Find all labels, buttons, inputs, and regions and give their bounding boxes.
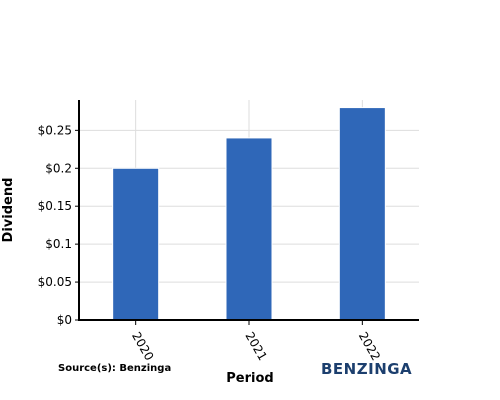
x-tick-label: 2022 (356, 330, 383, 363)
y-tick-label: $0.15 (38, 199, 72, 213)
x-axis-title: Period (226, 371, 273, 386)
x-axis-ticks: 2020 2021 2022 (129, 320, 383, 363)
y-tick-label: $0.2 (45, 161, 72, 175)
y-tick-label: $0.1 (45, 237, 72, 251)
bars (112, 107, 386, 321)
x-tick-label: 2020 (129, 330, 156, 363)
y-tick-label: $0.25 (38, 123, 72, 137)
x-tick-label: 2021 (242, 330, 269, 363)
bar-2022 (338, 107, 386, 321)
bar-2021 (225, 137, 273, 321)
y-axis-ticks: $0 $0.05 $0.1 $0.15 $0.2 $0.25 (38, 123, 79, 327)
benzinga-logo: BENZINGA (321, 360, 413, 378)
source-note: Source(s): Benzinga (58, 363, 172, 374)
y-tick-label: $0 (57, 313, 72, 327)
y-tick-label: $0.05 (38, 275, 72, 289)
bar-2020 (112, 167, 160, 321)
y-axis-title: Dividend (1, 178, 16, 243)
